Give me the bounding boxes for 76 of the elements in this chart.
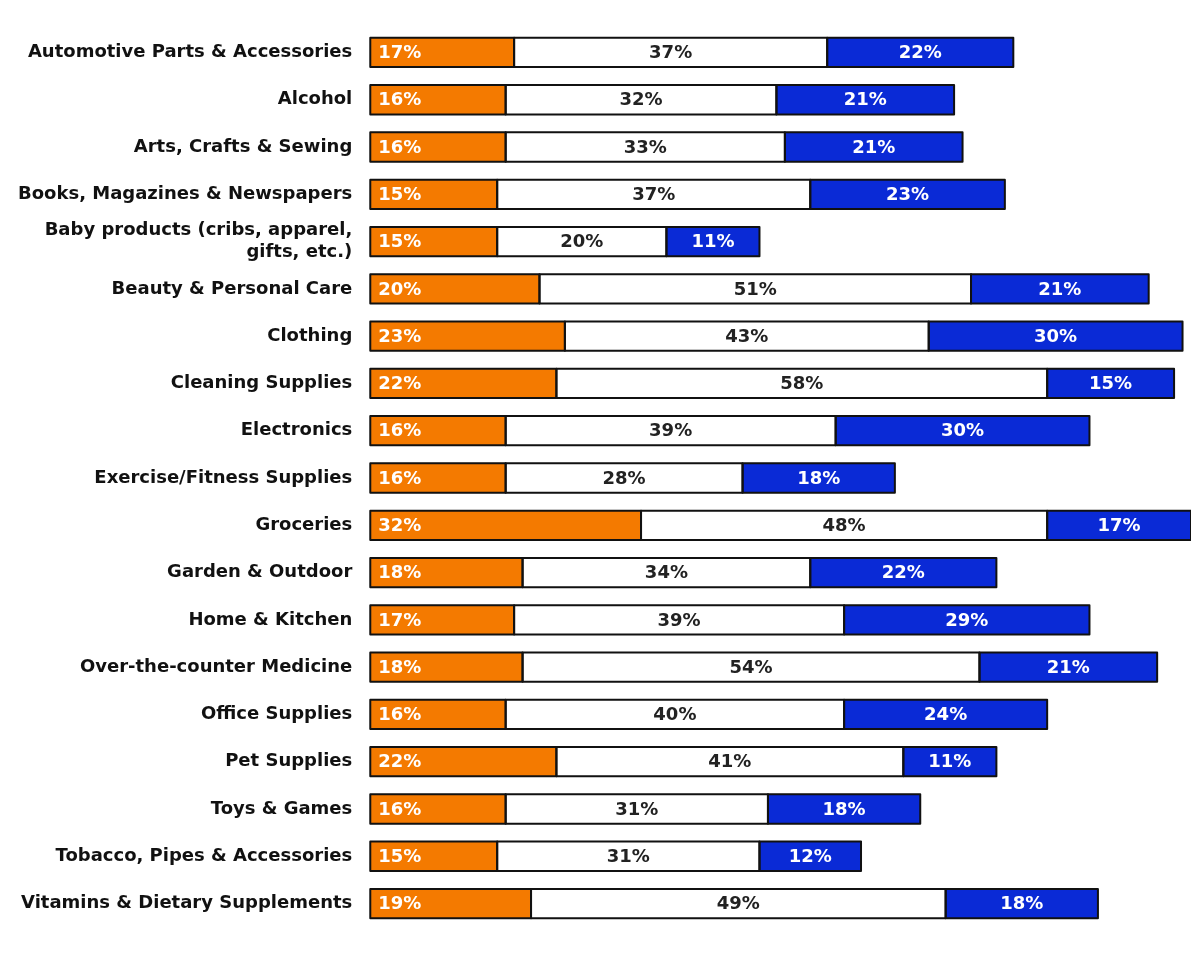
data-label: 29% bbox=[945, 608, 989, 630]
data-label: 16% bbox=[378, 419, 422, 441]
data-label: 18% bbox=[1000, 892, 1044, 914]
data-label: 15% bbox=[378, 230, 422, 252]
y-tick-label: Arts, Crafts & Sewing bbox=[133, 134, 353, 156]
data-label: 16% bbox=[378, 797, 422, 819]
data-label: 58% bbox=[780, 372, 824, 394]
data-label: 39% bbox=[657, 608, 701, 630]
y-tick-label: Electronics bbox=[240, 418, 353, 440]
y-tick-label: Clothing bbox=[267, 323, 353, 345]
data-label: 15% bbox=[378, 844, 422, 866]
data-label: 49% bbox=[716, 892, 760, 914]
data-label: 20% bbox=[378, 277, 422, 299]
y-tick-label: Tobacco, Pipes & Accessories bbox=[55, 843, 353, 865]
data-label: 16% bbox=[378, 703, 422, 725]
data-label: 28% bbox=[602, 466, 646, 488]
data-label: 54% bbox=[729, 655, 773, 677]
data-label: 22% bbox=[378, 372, 422, 394]
y-tick-label: Cleaning Supplies bbox=[170, 371, 353, 393]
data-label: 18% bbox=[797, 466, 841, 488]
data-label: 21% bbox=[852, 135, 896, 157]
data-label: 18% bbox=[822, 797, 866, 819]
y-tick-label: Automotive Parts & Accessories bbox=[27, 40, 353, 62]
y-tick-label: Baby products (cribs, apparel, gifts, etc.) bbox=[44, 218, 353, 262]
data-label: 40% bbox=[653, 703, 697, 725]
data-label: 11% bbox=[691, 230, 735, 252]
data-label: 12% bbox=[788, 844, 832, 866]
data-label: 37% bbox=[649, 41, 693, 63]
data-label: 15% bbox=[378, 182, 422, 204]
data-label: 21% bbox=[1038, 277, 1082, 299]
y-tick-label: Toys & Games bbox=[210, 796, 353, 818]
data-label: 32% bbox=[619, 88, 663, 110]
y-tick-label: Over-the-counter Medicine bbox=[79, 654, 353, 676]
data-label: 22% bbox=[898, 41, 942, 63]
data-label: 51% bbox=[733, 277, 777, 299]
data-label: 23% bbox=[378, 324, 422, 346]
y-tick-label: Alcohol bbox=[277, 87, 353, 109]
data-label: 48% bbox=[822, 513, 866, 535]
data-label: 33% bbox=[623, 135, 667, 157]
data-label: 43% bbox=[725, 324, 769, 346]
y-tick-label: Books, Magazines & Newspapers bbox=[17, 181, 353, 203]
data-label: 18% bbox=[378, 655, 422, 677]
data-label: 32% bbox=[378, 513, 422, 535]
data-label: 19% bbox=[378, 892, 422, 914]
data-label: 17% bbox=[378, 41, 422, 63]
data-label: 22% bbox=[378, 750, 422, 772]
data-label: 16% bbox=[378, 466, 422, 488]
data-label: 37% bbox=[632, 182, 676, 204]
data-label: 18% bbox=[378, 561, 422, 583]
data-label: 30% bbox=[941, 419, 985, 441]
data-label: 15% bbox=[1089, 372, 1133, 394]
data-label: 21% bbox=[843, 88, 887, 110]
y-tick-label: Exercise/Fitness Supplies bbox=[94, 465, 353, 487]
y-tick-label: Vitamins & Dietary Supplements bbox=[21, 891, 353, 913]
data-label: 11% bbox=[928, 750, 972, 772]
data-label: 23% bbox=[886, 182, 930, 204]
data-label: 30% bbox=[1034, 324, 1078, 346]
data-label: 17% bbox=[1097, 513, 1141, 535]
data-label: 31% bbox=[606, 844, 650, 866]
data-label: 16% bbox=[378, 135, 422, 157]
data-label: 41% bbox=[708, 750, 752, 772]
y-tick-label: Office Supplies bbox=[200, 702, 353, 724]
data-label: 22% bbox=[881, 561, 925, 583]
y-tick-label: Home & Kitchen bbox=[188, 607, 353, 629]
data-label: 39% bbox=[649, 419, 693, 441]
data-label: 20% bbox=[560, 230, 604, 252]
data-label: 31% bbox=[615, 797, 659, 819]
data-label: 17% bbox=[378, 608, 422, 630]
y-tick-label: Beauty & Personal Care bbox=[111, 276, 353, 298]
y-tick-label: Pet Supplies bbox=[225, 749, 353, 771]
y-tick-label: Garden & Outdoor bbox=[167, 560, 353, 582]
y-tick-label: Groceries bbox=[255, 512, 353, 534]
data-label: 34% bbox=[644, 561, 688, 583]
data-label: 16% bbox=[378, 88, 422, 110]
data-label: 24% bbox=[924, 703, 968, 725]
data-label: 21% bbox=[1046, 655, 1090, 677]
